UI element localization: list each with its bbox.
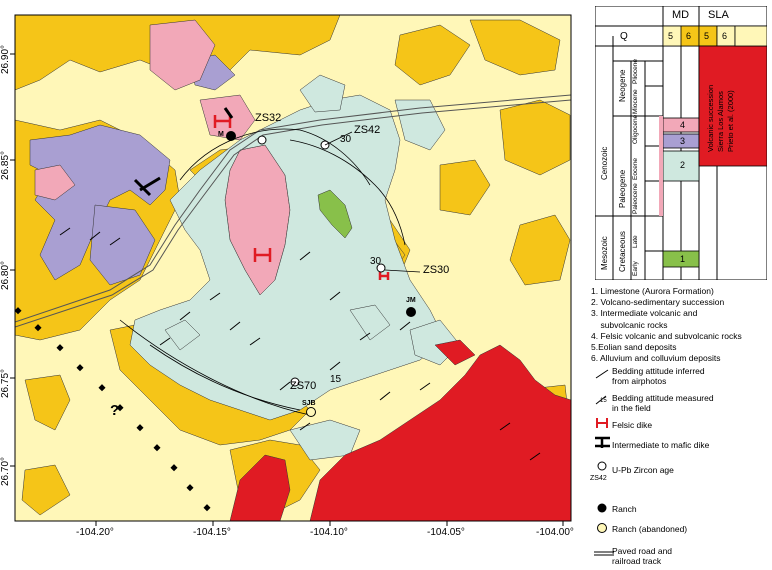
legend-bedding-field: Bedding attitude measured in the field	[612, 393, 714, 413]
legend-item: 3. Intermediate volcanic and	[591, 308, 698, 319]
legend-item: 6. Alluvium and colluvium deposits	[591, 353, 721, 364]
period-label-paleogene: Paleogene	[618, 169, 627, 208]
y-tick-label: 26.70°	[0, 456, 11, 486]
x-tick-label: -104.00°	[536, 527, 574, 538]
structural-trend-lines	[119, 128, 406, 416]
period-label-cretaceous: Cretaceous	[618, 231, 627, 272]
x-tick-label: -104.10°	[310, 527, 348, 538]
unit-number: 5	[668, 31, 674, 41]
x-tick-label: -104.15°	[193, 527, 231, 538]
sla-location-label: Sierra Los Alamos	[716, 91, 725, 152]
stratigraphic-column	[595, 6, 767, 280]
legend-mafic-dike: Intermediate to mafic dike	[612, 440, 710, 450]
symbol-legend-icons	[594, 369, 614, 556]
sample-label-zs70: ZS70	[290, 380, 317, 392]
unit-number: 2	[680, 160, 686, 170]
legend-zircon: U-Pb Zircon age	[612, 465, 674, 475]
unit-4-felsic-volcanic	[34, 19, 291, 296]
y-tick-label: 26.90°	[0, 44, 11, 74]
paved-road-railroad	[15, 94, 571, 328]
bedding-field-icon	[595, 395, 607, 405]
legend-item: 1. Limestone (Aurora Formation)	[591, 286, 714, 296]
ranch-marker-jm	[406, 307, 416, 317]
y-tick-label: 26.80°	[0, 260, 11, 290]
sample-label-zs42: ZS42	[354, 124, 381, 136]
epoch-label-oligocene: Oligocene	[632, 114, 639, 144]
ranch-label-jm: JM	[406, 297, 416, 304]
ranch-marker-m	[226, 131, 236, 141]
uncertain-contact-mark: ?	[110, 402, 120, 419]
sla-succession-label: Volcanic succession	[706, 84, 715, 152]
bedding-attitude-marks	[59, 227, 541, 461]
ranch-abandoned-icon	[597, 523, 607, 533]
unit-number: 3	[680, 136, 686, 146]
legend-ranch: Ranch	[612, 504, 637, 514]
sample-label-zs30: ZS30	[423, 264, 450, 276]
legend-bedding-field-dip: 15	[600, 398, 607, 404]
quaternary-label: Q	[620, 31, 628, 42]
dip-value: 15	[330, 374, 342, 385]
felsic-dike-icon	[596, 418, 608, 428]
era-label-mesozoic: Mesozoic	[600, 236, 609, 270]
sla-volcanic-succession	[229, 339, 571, 521]
epoch-label-late: Late	[632, 235, 639, 248]
unit-number: 6	[722, 31, 728, 41]
epoch-label-pliocene: Pliocene	[632, 59, 639, 84]
ranch-label-sjb: SJB	[302, 400, 316, 407]
x-tick-label: -104.05°	[427, 527, 465, 538]
y-tick-label: 26.75°	[0, 368, 11, 398]
ranch-icon	[597, 503, 607, 513]
unit-number: 6	[686, 31, 692, 41]
epoch-label-early: Early	[632, 261, 639, 276]
legend-felsic-dike: Felsic dike	[612, 420, 653, 430]
bedding-photo-icon	[595, 369, 609, 379]
column-header-sla: SLA	[708, 9, 729, 21]
unit-1-limestone	[317, 189, 353, 239]
sample-label-zs32: ZS32	[255, 112, 282, 124]
sla-citation-label: Prieto et al. (2000)	[726, 90, 735, 152]
map-frame	[14, 14, 572, 522]
ranch-abandoned-sjb	[306, 407, 316, 417]
legend-item: 5.Eolian sand deposits	[591, 342, 677, 353]
y-tick-label: 26.85°	[0, 150, 11, 180]
zircon-age-icon	[597, 461, 607, 471]
mafic-dike-symbols	[133, 107, 234, 197]
epoch-label-eocene: Eocene	[632, 157, 639, 180]
dip-value: 30	[370, 256, 382, 267]
period-label-neogene: Neogene	[618, 69, 627, 102]
unit-3-intermediate-volcanic	[29, 54, 236, 286]
mafic-dike-icon	[595, 436, 610, 448]
zircon-leader-lines	[324, 131, 421, 273]
epoch-label-paleocene: Paleocene	[632, 183, 639, 214]
unit-5-eolian-sand	[129, 74, 461, 461]
legend-ranch-abandoned: Ranch (abandoned)	[612, 524, 688, 534]
unit-legend: 1. Limestone (Aurora Formation) 2. Volca…	[591, 286, 742, 364]
epoch-label-miocene: Miocene	[632, 89, 639, 114]
legend-item: subvolcanic rocks	[591, 319, 668, 330]
unit-number: 1	[680, 254, 686, 264]
legend-item: 4. Felsic volcanic and subvolcanic rocks	[591, 330, 742, 341]
axis-ticks	[10, 53, 564, 526]
legend-bedding-photo: Bedding attitude inferred from airphotos	[612, 366, 705, 386]
era-label-cenozoic: Cenozoic	[600, 146, 609, 180]
legend-zircon-tag: ZS42	[590, 475, 607, 482]
unit-number: 4	[680, 120, 686, 130]
ranch-label-m: M	[218, 131, 224, 138]
x-tick-label: -104.20°	[76, 527, 114, 538]
unit-number: 5	[704, 31, 710, 41]
legend-road-railroad: Paved road and railroad track	[612, 546, 673, 566]
dip-value: 30	[340, 134, 352, 145]
column-header-md: MD	[672, 9, 690, 21]
legend-item: 2. Volcano-sedimentary succession	[591, 297, 725, 308]
